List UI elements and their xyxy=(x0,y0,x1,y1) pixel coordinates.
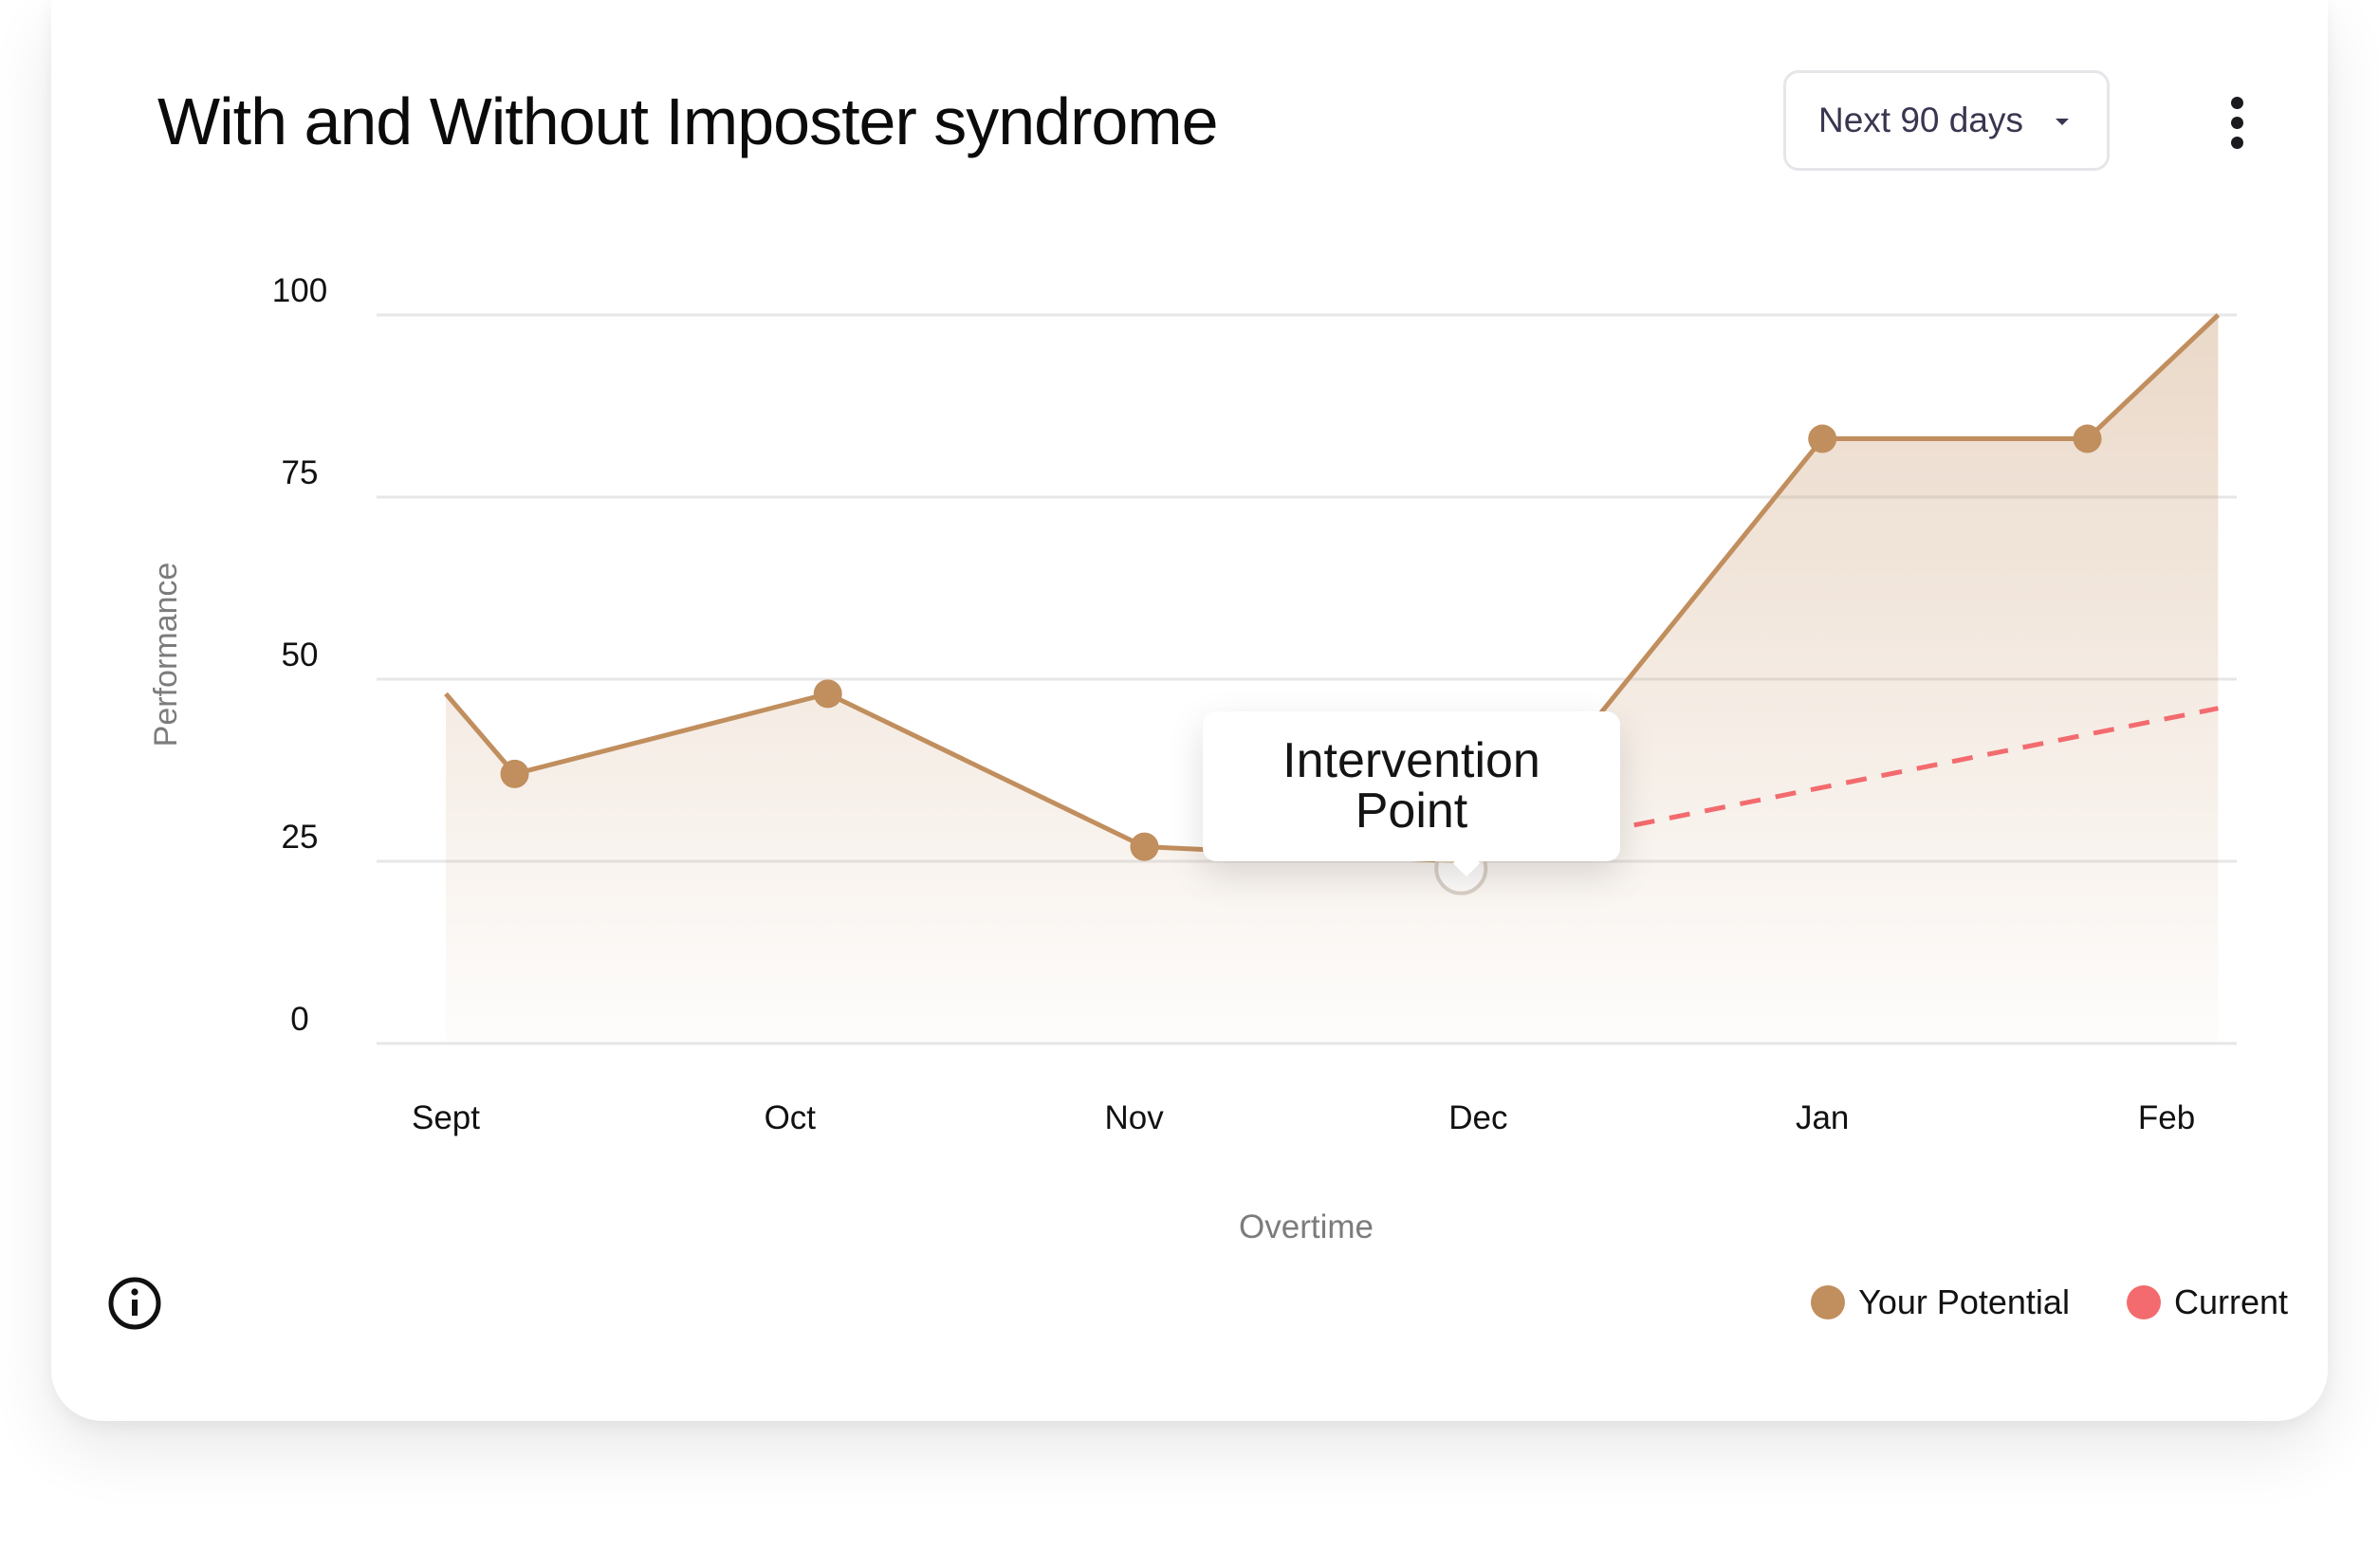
legend-label: Current xyxy=(2173,1282,2288,1321)
more-options-button[interactable] xyxy=(2210,89,2263,156)
data-point-your-potential xyxy=(500,759,529,788)
data-point-your-potential xyxy=(1130,832,1159,861)
x-tick-label: Jan xyxy=(1796,1099,1849,1136)
y-tick-label: 50 xyxy=(282,636,319,673)
tooltip-text: Intervention Point xyxy=(1282,733,1540,839)
area-your-potential xyxy=(446,315,2219,1043)
chart-title: With and Without Imposter syndrome xyxy=(157,84,1219,158)
x-tick-label: Oct xyxy=(765,1099,817,1136)
legend-item-your-potential[interactable]: Your Potential xyxy=(1811,1282,2070,1322)
caret-down-icon xyxy=(2056,119,2069,125)
more-vertical-icon xyxy=(2231,97,2243,109)
intervention-tooltip: Intervention Point xyxy=(1203,711,1620,877)
chart-legend: Your Potential Current xyxy=(1811,1282,2288,1322)
data-point-your-potential xyxy=(2073,424,2102,453)
legend-dot xyxy=(2126,1285,2161,1319)
more-vertical-icon-dot xyxy=(2231,137,2243,149)
legend-dot xyxy=(1811,1285,1846,1319)
y-axis-label: Performance xyxy=(148,563,184,747)
x-tick-label: Nov xyxy=(1104,1099,1164,1136)
info-icon[interactable] xyxy=(108,1277,161,1330)
y-tick-label: 25 xyxy=(282,819,319,856)
x-tick-label: Sept xyxy=(412,1099,480,1136)
more-vertical-icon-dot xyxy=(2231,117,2243,129)
date-range-value: Next 90 days xyxy=(1818,101,2023,139)
x-axis-label: Overtime xyxy=(1239,1208,1374,1245)
y-tick-label: 0 xyxy=(290,1001,308,1038)
data-point-your-potential xyxy=(813,679,842,709)
data-point-your-potential xyxy=(1808,424,1837,453)
legend-label: Your Potential xyxy=(1858,1282,2070,1321)
y-tick-label: 100 xyxy=(272,272,327,309)
legend-item-current[interactable]: Current xyxy=(2126,1282,2288,1322)
date-range-select[interactable]: Next 90 days xyxy=(1783,70,2110,171)
x-tick-label: Dec xyxy=(1448,1099,1507,1136)
x-tick-label: Feb xyxy=(2138,1099,2195,1136)
y-tick-label: 75 xyxy=(282,454,319,491)
